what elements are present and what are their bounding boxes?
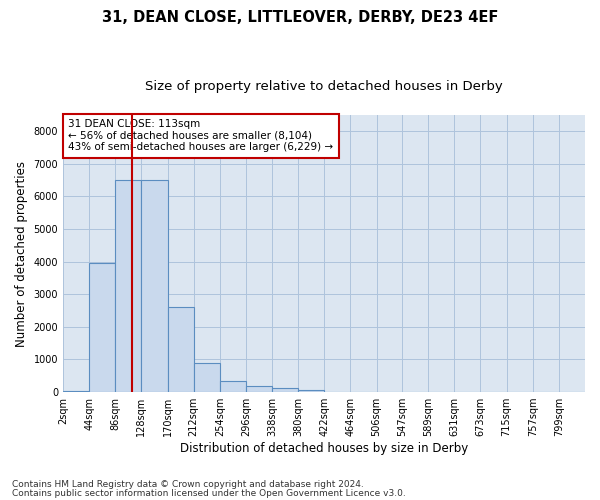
Bar [115, 180, 142, 392]
Bar [142, 180, 167, 392]
Bar [272, 388, 298, 392]
Bar [194, 362, 220, 392]
Y-axis label: Number of detached properties: Number of detached properties [15, 160, 28, 346]
Title: Size of property relative to detached houses in Derby: Size of property relative to detached ho… [145, 80, 503, 93]
Text: 31, DEAN CLOSE, LITTLEOVER, DERBY, DE23 4EF: 31, DEAN CLOSE, LITTLEOVER, DERBY, DE23 … [102, 10, 498, 25]
Bar [167, 308, 194, 392]
Bar [220, 380, 246, 392]
Bar [89, 264, 115, 392]
Text: Contains HM Land Registry data © Crown copyright and database right 2024.: Contains HM Land Registry data © Crown c… [12, 480, 364, 489]
Bar [63, 391, 89, 392]
Bar [298, 390, 325, 392]
Text: Contains public sector information licensed under the Open Government Licence v3: Contains public sector information licen… [12, 489, 406, 498]
X-axis label: Distribution of detached houses by size in Derby: Distribution of detached houses by size … [180, 442, 468, 455]
Text: 31 DEAN CLOSE: 113sqm
← 56% of detached houses are smaller (8,104)
43% of semi-d: 31 DEAN CLOSE: 113sqm ← 56% of detached … [68, 119, 334, 152]
Bar [246, 386, 272, 392]
